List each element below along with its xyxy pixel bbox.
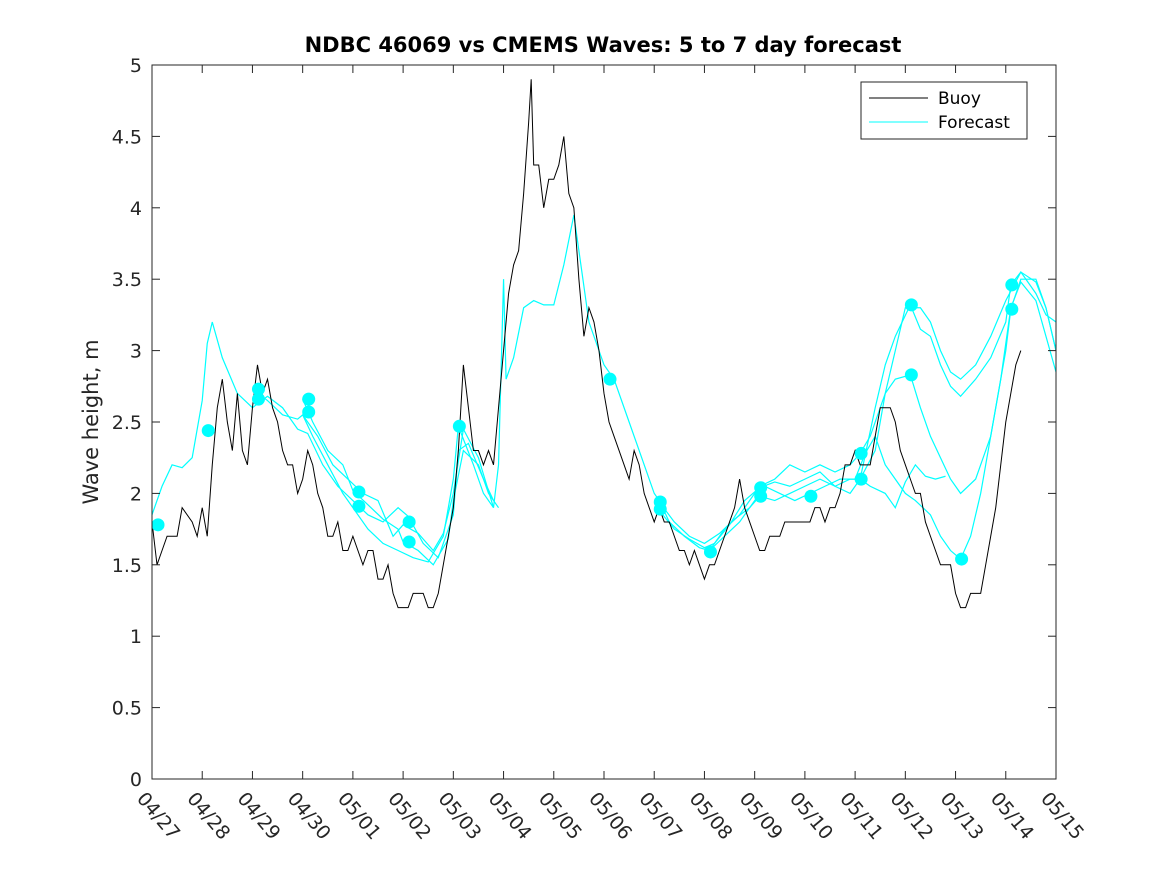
plot-area [151,79,1057,609]
x-tick-label: 05/07 [634,788,686,844]
forecast-marker [854,472,868,486]
forecast-marker [452,419,466,433]
forecast-marker [804,489,818,503]
y-tick-label: 3 [130,341,142,363]
x-tick-label: 05/08 [685,788,737,844]
y-tick-label: 5 [130,55,142,77]
forecast-marker [352,499,366,513]
forecast-line-2 [302,398,500,566]
x-tick-label: 04/27 [132,788,184,844]
forecast-marker [904,368,918,382]
forecast-marker [754,489,768,503]
x-axis: 04/2704/2804/2904/3005/0105/0205/0305/04… [132,65,1088,844]
forecast-marker [402,515,416,529]
forecast-marker [201,424,215,438]
chart-title: NDBC 46069 vs CMEMS Waves: 5 to 7 day fo… [305,33,902,57]
forecast-marker [955,552,969,566]
x-tick-label: 05/14 [986,788,1038,844]
forecast-marker [854,446,868,460]
y-tick-label: 3.5 [112,269,142,291]
forecast-marker [1005,278,1019,292]
forecast-line-4 [492,214,615,508]
legend-label-buoy: Buoy [938,89,981,109]
y-tick-label: 1 [130,626,142,648]
y-tick-label: 4 [130,198,142,220]
forecast-marker [653,502,667,516]
y-axis: 0 0.5 1 1.5 2 2.5 3 3.5 4 4.5 5 [112,55,1056,791]
forecast-marker [302,392,316,406]
forecast-marker [302,405,316,419]
forecast-marker [402,535,416,549]
forecast-line-5 [613,280,1057,561]
forecast-marker [603,372,617,386]
x-tick-label: 05/01 [333,788,385,844]
y-tick-label: 0 [130,769,142,791]
x-tick-label: 04/30 [283,788,335,844]
buoy-line [151,79,1022,609]
y-tick-label: 2.5 [112,412,142,434]
forecast-line-6 [658,463,946,549]
y-tick-label: 1.5 [112,555,142,577]
forecast-marker [251,382,265,396]
forecast-marker [251,392,265,406]
legend-label-forecast: Forecast [938,113,1010,133]
x-tick-label: 05/12 [886,788,938,844]
forecast-line-3 [302,414,495,563]
forecast-marker [1005,302,1019,316]
x-tick-label: 05/06 [584,788,636,844]
x-tick-label: 04/28 [182,788,234,844]
x-tick-label: 04/29 [233,788,285,844]
forecast-line-0 [151,321,495,559]
forecast-line-9 [708,271,1057,551]
forecast-marker [151,518,165,532]
forecast-marker [904,298,918,312]
forecast-marker [703,545,717,559]
x-tick-label: 05/15 [1036,788,1088,844]
forecast-line-8 [859,271,1057,480]
y-tick-label: 0.5 [112,698,142,720]
x-tick-label: 05/04 [484,788,536,844]
x-tick-label: 05/05 [534,788,586,844]
legend-box [860,81,1028,140]
x-tick-label: 05/09 [735,788,787,844]
axes-box [151,64,1057,780]
x-tick-label: 05/03 [434,788,486,844]
x-tick-label: 05/10 [785,788,837,844]
forecast-marker [352,485,366,499]
y-tick-label: 4.5 [112,126,142,148]
legend: Buoy Forecast [860,81,1028,140]
forecast-line-1 [252,388,495,552]
x-tick-label: 05/13 [936,788,988,844]
y-tick-label: 2 [130,483,142,505]
x-tick-label: 05/02 [383,788,435,844]
x-tick-label: 05/11 [835,788,887,844]
y-axis-label: Wave height, m [79,339,103,504]
